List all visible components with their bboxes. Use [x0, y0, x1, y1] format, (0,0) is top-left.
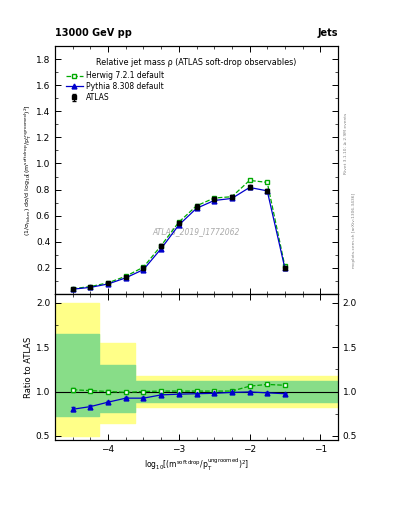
- Herwig 7.2.1 default: [212, 195, 217, 201]
- Pythia 8.308 default: [194, 205, 199, 211]
- Pythia 8.308 default: [176, 222, 181, 228]
- Text: Rivet 3.1.10; ≥ 2.9M events: Rivet 3.1.10; ≥ 2.9M events: [344, 113, 348, 174]
- Herwig 7.2.1 default: [194, 203, 199, 209]
- Herwig 7.2.1 default: [247, 177, 252, 183]
- Herwig 7.2.1 default: [70, 286, 75, 292]
- Herwig 7.2.1 default: [141, 264, 146, 270]
- Y-axis label: (1/σ$_{\mathrm{fidum}}$) dσ/d log$_{10}$[(m$^{\mathrm{soft\,drop}}$/p$_\mathrm{T: (1/σ$_{\mathrm{fidum}}$) dσ/d log$_{10}$…: [23, 104, 35, 236]
- Text: Relative jet mass ρ (ATLAS soft-drop observables): Relative jet mass ρ (ATLAS soft-drop obs…: [96, 58, 297, 68]
- Pythia 8.308 default: [247, 184, 252, 190]
- Text: 13000 GeV pp: 13000 GeV pp: [55, 28, 132, 38]
- Pythia 8.308 default: [141, 267, 146, 273]
- Text: mcplots.cern.ch [arXiv:1306.3436]: mcplots.cern.ch [arXiv:1306.3436]: [352, 193, 356, 268]
- Pythia 8.308 default: [265, 188, 270, 194]
- Y-axis label: Ratio to ATLAS: Ratio to ATLAS: [24, 336, 33, 398]
- Pythia 8.308 default: [70, 286, 75, 292]
- Herwig 7.2.1 default: [159, 243, 163, 249]
- Herwig 7.2.1 default: [88, 284, 93, 290]
- Pythia 8.308 default: [159, 246, 163, 252]
- Pythia 8.308 default: [212, 198, 217, 204]
- Legend: Herwig 7.2.1 default, Pythia 8.308 default, ATLAS: Herwig 7.2.1 default, Pythia 8.308 defau…: [64, 70, 165, 103]
- Pythia 8.308 default: [230, 196, 234, 202]
- Pythia 8.308 default: [88, 284, 93, 290]
- Herwig 7.2.1 default: [123, 273, 128, 280]
- Pythia 8.308 default: [123, 275, 128, 281]
- Text: Jets: Jets: [318, 28, 338, 38]
- Herwig 7.2.1 default: [176, 219, 181, 225]
- Herwig 7.2.1 default: [230, 194, 234, 200]
- Line: Herwig 7.2.1 default: Herwig 7.2.1 default: [70, 178, 287, 291]
- Pythia 8.308 default: [283, 265, 287, 271]
- Text: ATLAS_2019_I1772062: ATLAS_2019_I1772062: [153, 227, 240, 237]
- Line: Pythia 8.308 default: Pythia 8.308 default: [70, 185, 287, 292]
- Pythia 8.308 default: [106, 281, 110, 287]
- Herwig 7.2.1 default: [265, 179, 270, 185]
- X-axis label: log$_{10}$[(m$^{\mathrm{soft\,drop}}$/p$_\mathrm{T}^{\mathrm{ungroomed}}$)$^2$]: log$_{10}$[(m$^{\mathrm{soft\,drop}}$/p$…: [144, 457, 249, 473]
- Herwig 7.2.1 default: [283, 264, 287, 270]
- Herwig 7.2.1 default: [106, 280, 110, 286]
